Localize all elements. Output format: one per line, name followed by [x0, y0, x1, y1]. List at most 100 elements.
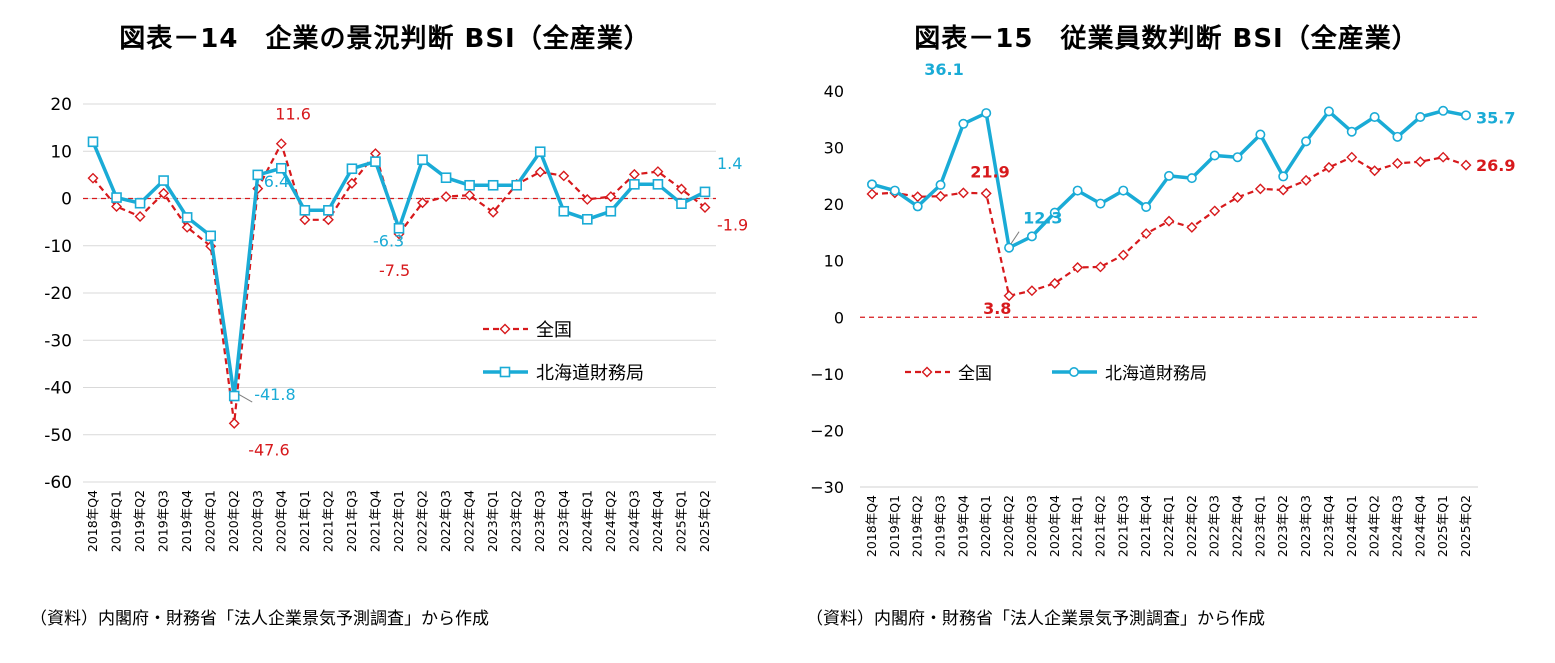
- chart-panel-employment: 図表－15 従業員数判断 BSI（全産業） 40 30 20 10 0 −10 −20 −30…: [778, 0, 1555, 663]
- data-point-national: [1460, 159, 1472, 171]
- data-point-national: [980, 187, 992, 199]
- data-label: 12.3: [1023, 209, 1062, 228]
- data-point-hokkaido: [323, 205, 334, 216]
- x-tick-label: 2019年Q4: [955, 495, 970, 557]
- y-tick-label: -60: [44, 473, 72, 493]
- data-point-hokkaido: [981, 108, 992, 119]
- data-point-national: [652, 166, 664, 178]
- x-tick-label: 2019年Q1: [887, 495, 902, 557]
- x-tick-label: 2020年Q3: [1024, 495, 1039, 557]
- y-tick-label: 30: [824, 139, 844, 158]
- data-point-national: [1300, 174, 1312, 186]
- data-point-hokkaido: [299, 205, 311, 216]
- x-tick-label: 2025年Q1: [673, 490, 688, 552]
- data-point-hokkaido: [1049, 207, 1060, 218]
- data-label: 36.1: [924, 60, 963, 79]
- x-tick-label: 2024年Q2: [1367, 495, 1382, 557]
- chart-panel-business-conditions: 図表－14 企業の景況判断 BSI（全産業） 20 10 0 -10 -20 -30 -40…: [0, 0, 770, 663]
- data-point-national: [1003, 290, 1015, 302]
- data-point-national: [322, 214, 334, 226]
- y-tick-label: 40: [824, 82, 844, 101]
- data-point-hokkaido: [181, 212, 193, 223]
- data-point-national: [181, 221, 193, 233]
- x-tick-label: 2023年Q2: [1275, 495, 1290, 557]
- y-tick-label: −30: [810, 478, 844, 497]
- data-point-hokkaido: [1186, 173, 1197, 184]
- data-point-national: [699, 201, 711, 213]
- x-tick-label: 2023年Q4: [1321, 495, 1336, 557]
- data-point-national: [1209, 205, 1221, 217]
- data-point-national: [1072, 262, 1084, 273]
- x-tick-label: 2022年Q3: [1207, 495, 1222, 557]
- data-point-hokkaido: [676, 198, 687, 209]
- x-tick-label: 2024年Q2: [603, 490, 618, 552]
- data-point-national: [866, 188, 878, 200]
- x-tick-label: 2020年Q1: [203, 490, 218, 552]
- data-point-national: [111, 201, 123, 213]
- data-point-national: [912, 191, 924, 203]
- data-point-national: [1117, 249, 1129, 261]
- data-point-hokkaido: [393, 222, 405, 234]
- x-tick-label: 2020年Q2: [1001, 495, 1016, 557]
- x-tick-label: 2019年Q3: [156, 490, 171, 552]
- data-label: 35.7: [1476, 108, 1515, 127]
- x-tick-label: 2023年Q3: [532, 490, 547, 552]
- data-point-hokkaido: [87, 136, 99, 148]
- data-point-hokkaido: [464, 179, 475, 191]
- data-point-national: [1049, 277, 1061, 289]
- data-point-hokkaido: [1392, 131, 1403, 142]
- data-point-hokkaido: [889, 185, 900, 196]
- data-point-hokkaido: [228, 390, 240, 402]
- data-point-national: [558, 170, 570, 182]
- x-tick-label: 2024年Q3: [1389, 495, 1404, 557]
- legend-marker: [1068, 366, 1079, 377]
- x-tick-label: 2024年Q1: [579, 490, 594, 552]
- x-tick-label: 2019年Q2: [910, 495, 925, 557]
- data-point-national: [1026, 285, 1038, 297]
- y-tick-label: 0: [834, 308, 844, 327]
- data-point-hokkaido: [699, 186, 711, 198]
- x-tick-label: 2021年Q3: [344, 490, 359, 552]
- x-tick-label: 2022年Q1: [391, 490, 406, 552]
- x-tick-label: 2022年Q1: [1161, 495, 1176, 557]
- x-tick-label: 2020年Q4: [1047, 495, 1062, 557]
- data-point-national: [628, 168, 640, 180]
- data-point-hokkaido: [1118, 185, 1129, 196]
- data-point-hokkaido: [558, 205, 570, 217]
- y-tick-label: -50: [44, 426, 72, 446]
- legend-label: 全国: [536, 320, 572, 341]
- data-point-national: [417, 197, 429, 209]
- x-tick-label: 2024年Q4: [650, 490, 665, 552]
- data-label: 11.6: [275, 105, 311, 124]
- x-tick-label: 2021年Q2: [320, 490, 335, 552]
- data-point-hokkaido: [534, 146, 546, 158]
- x-tick-label: 2022年Q2: [1184, 495, 1199, 557]
- data-label: -6.3: [373, 231, 404, 250]
- chart-title: 図表－15 従業員数判断 BSI（全産業）: [914, 24, 1419, 54]
- data-label: 3.8: [983, 299, 1011, 318]
- data-point-national: [158, 187, 170, 199]
- y-tick-label: −10: [810, 365, 844, 384]
- x-tick-label: 2025年Q1: [1435, 495, 1450, 557]
- data-point-hokkaido: [134, 197, 146, 209]
- y-tick-label: -40: [44, 379, 72, 399]
- line-chart-employment-bsi: 40 30 20 10 0 −10 −20 −30 2018年Q4 2019年Q1 2019年Q2 2…: [810, 60, 1515, 557]
- data-point-national: [1414, 156, 1426, 168]
- data-point-national: [487, 206, 499, 218]
- data-point-national: [1277, 184, 1289, 196]
- data-point-hokkaido: [629, 179, 640, 190]
- legend-label: 北海道財務局: [536, 363, 644, 384]
- x-tick-label: 2023年Q1: [1252, 495, 1267, 557]
- data-point-hokkaido: [1163, 170, 1174, 181]
- data-point-national: [440, 191, 452, 203]
- x-tick-label: 2023年Q2: [509, 490, 524, 552]
- legend-marker: [499, 366, 511, 378]
- data-point-hokkaido: [605, 205, 617, 217]
- data-point-hokkaido: [1438, 105, 1449, 116]
- data-point-hokkaido: [111, 192, 122, 203]
- data-point-hokkaido: [158, 175, 169, 186]
- data-point-national: [1346, 151, 1358, 163]
- data-label: 6.4: [264, 172, 289, 191]
- y-tick-label: 10: [50, 142, 72, 162]
- x-tick-label: 2023年Q3: [1298, 495, 1313, 557]
